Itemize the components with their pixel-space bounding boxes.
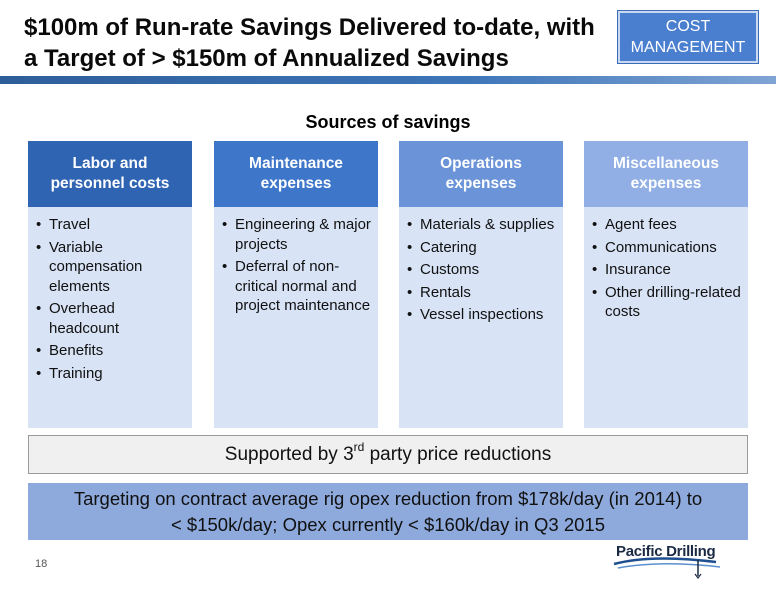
column-miscellaneous-heading-line-2: expenses [630,175,702,192]
column-operations-list: Materials & supplies Catering Customs Re… [399,207,563,325]
opex-target-banner: Targeting on contract average rig opex r… [28,483,748,540]
support-text-suffix: party price reductions [364,444,552,465]
column-miscellaneous-header: Miscellaneous expenses [584,141,748,207]
page-number: 18 [35,558,48,570]
column-operations-header: Operations expenses [399,141,563,207]
column-miscellaneous-heading-line-1: Miscellaneous [613,155,719,172]
badge-line-1: COST [665,18,711,35]
third-party-support-banner: Supported by 3rd party price reductions [28,435,748,474]
list-item: Customs [407,260,557,280]
list-item: Travel [36,215,186,235]
column-miscellaneous-list: Agent fees Communications Insurance Othe… [584,207,748,322]
logo-swoosh-icon [613,557,721,579]
list-item: Engineering & major projects [222,215,372,254]
column-maintenance-heading-line-2: expenses [260,175,332,192]
column-labor-heading-line-2: personnel costs [50,175,170,192]
column-maintenance: Maintenance expenses Engineering & major… [214,141,378,428]
sources-of-savings-heading: Sources of savings [305,112,471,132]
slide-title-line-1: $100m of Run-rate Savings Delivered to-d… [24,14,595,41]
column-operations-heading-line-1: Operations [440,155,522,172]
column-maintenance-heading-line-1: Maintenance [249,155,343,172]
column-miscellaneous: Miscellaneous expenses Agent fees Commun… [584,141,748,428]
pacific-drilling-logo: Pacific Drilling [612,540,730,580]
target-line-1: Targeting on contract average rig opex r… [73,488,703,509]
header-divider [0,76,776,84]
list-item: Other drilling-related costs [592,283,742,322]
column-maintenance-header: Maintenance expenses [214,141,378,207]
column-labor-heading-line-1: Labor and [72,155,148,172]
target-line-2: < $150k/day; Opex currently < $160k/day … [170,514,605,535]
list-item: Materials & supplies [407,215,557,235]
list-item: Catering [407,238,557,258]
column-operations-heading-line-2: expenses [445,175,517,192]
list-item: Variable compensation elements [36,238,186,297]
slide-title-line-2: a Target of > $150m of Annualized Saving… [24,45,509,72]
list-item: Vessel inspections [407,305,557,325]
column-labor-header: Labor and personnel costs [28,141,192,207]
column-operations: Operations expenses Materials & supplies… [399,141,563,428]
slide-title: $100m of Run-rate Savings Delivered to-d… [24,12,614,74]
list-item: Communications [592,238,742,258]
column-labor: Labor and personnel costs Travel Variabl… [28,141,192,428]
list-item: Benefits [36,341,186,361]
list-item: Overhead headcount [36,299,186,338]
column-labor-list: Travel Variable compensation elements Ov… [28,207,192,383]
column-maintenance-list: Engineering & major projects Deferral of… [214,207,378,316]
list-item: Rentals [407,283,557,303]
badge-line-2: MANAGEMENT [630,39,746,56]
list-item: Insurance [592,260,742,280]
list-item: Training [36,364,186,384]
cost-management-badge: COST MANAGEMENT [618,11,758,63]
logo-text: Pacific Drilling [616,543,716,560]
list-item: Agent fees [592,215,742,235]
list-item: Deferral of non-critical normal and proj… [222,257,372,316]
support-text-superscript: rd [353,439,365,454]
support-text-prefix: Supported by 3 [224,444,354,465]
